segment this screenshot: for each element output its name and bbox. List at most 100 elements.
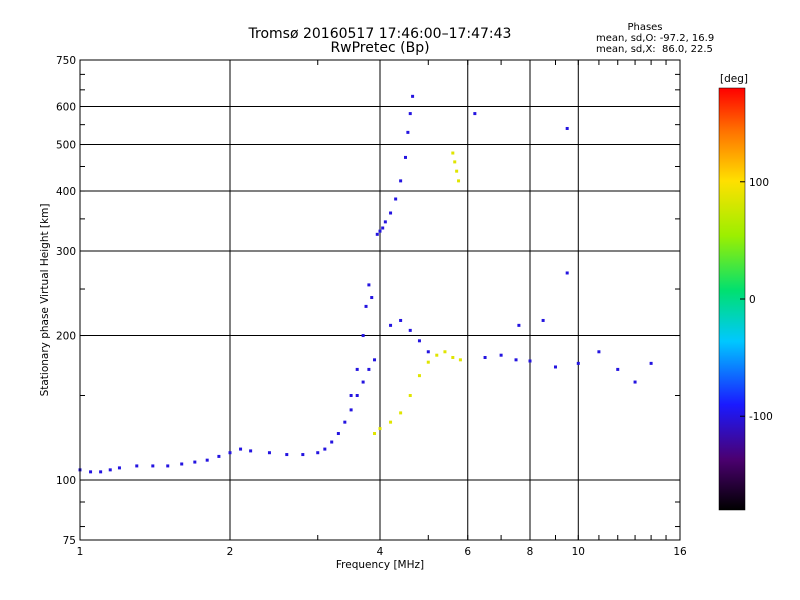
x-tick-label: 1 xyxy=(77,546,84,558)
data-point xyxy=(455,169,459,173)
data-point xyxy=(451,355,455,359)
x-tick-label: 8 xyxy=(527,546,534,558)
x-tick-label: 2 xyxy=(227,546,234,558)
data-point xyxy=(367,367,371,371)
data-point xyxy=(443,350,447,354)
data-point xyxy=(383,220,387,224)
data-point xyxy=(239,447,243,451)
data-point xyxy=(528,359,532,363)
data-point xyxy=(408,328,412,332)
data-point xyxy=(399,411,403,415)
data-point xyxy=(323,447,327,451)
data-point xyxy=(649,361,653,365)
data-point xyxy=(389,420,393,424)
data-points xyxy=(78,94,653,474)
data-point xyxy=(343,420,347,424)
data-point xyxy=(378,427,382,431)
chart-title: Tromsø 20160517 17:46:00–17:47:43 xyxy=(248,26,512,42)
data-point xyxy=(375,232,379,236)
data-point xyxy=(349,408,353,412)
data-point xyxy=(565,271,569,275)
data-point xyxy=(541,318,545,322)
y-tick-label: 500 xyxy=(56,140,76,152)
x-tick-label: 6 xyxy=(464,546,471,558)
data-point xyxy=(499,353,503,357)
phase-stats-o: mean, sd,O: -97.2, 16.9 xyxy=(596,33,715,44)
data-point xyxy=(597,350,601,354)
data-point xyxy=(399,179,403,183)
data-point xyxy=(457,179,461,183)
data-point xyxy=(330,440,334,444)
data-point xyxy=(408,394,412,398)
y-tick-label: 600 xyxy=(56,102,76,114)
data-point xyxy=(180,462,184,466)
data-point xyxy=(426,360,430,364)
colorbar-ticks: 100 0 -100 xyxy=(740,177,773,423)
data-point xyxy=(135,464,139,468)
data-point xyxy=(514,358,518,362)
colorbar-tick-label: 0 xyxy=(749,294,756,306)
data-point xyxy=(403,155,407,159)
data-point xyxy=(151,464,155,468)
colorbar-tick-label: 100 xyxy=(749,177,769,189)
y-tick-label: 750 xyxy=(56,55,76,67)
data-point xyxy=(399,318,403,322)
y-tick-label: 200 xyxy=(56,331,76,343)
data-point xyxy=(381,226,385,230)
data-point xyxy=(426,350,430,354)
data-point xyxy=(217,454,221,458)
data-point xyxy=(193,460,197,464)
data-point xyxy=(576,361,580,365)
grid-lines xyxy=(80,60,680,540)
phase-stats-box: Phases xyxy=(600,22,690,33)
data-point xyxy=(249,449,253,453)
data-point xyxy=(473,112,477,116)
data-point xyxy=(553,365,557,369)
y-tick-label: 75 xyxy=(63,535,76,547)
data-point xyxy=(205,458,209,462)
data-point xyxy=(99,470,103,474)
data-point xyxy=(373,358,377,362)
data-point xyxy=(451,151,455,155)
data-point xyxy=(633,380,637,384)
chart-subtitle: RwPretec (Bp) xyxy=(330,40,430,56)
data-point xyxy=(394,197,398,201)
phase-stats-x: mean, sd,X: 86.0, 22.5 xyxy=(596,44,713,55)
data-point xyxy=(458,358,462,362)
colorbar-unit: [deg] xyxy=(720,73,748,85)
data-point xyxy=(389,323,393,327)
colorbar-tick-label: -100 xyxy=(749,411,773,423)
data-point xyxy=(361,334,365,338)
x-axis-label: Frequency [MHz] xyxy=(336,559,424,571)
axis-ticks: 1 2 4 6 8 10 16 75 100 200 300 400 500 600 750 xyxy=(56,55,687,558)
x-tick-label: 4 xyxy=(377,546,384,558)
data-point xyxy=(417,374,421,378)
data-point xyxy=(108,468,112,472)
data-point xyxy=(417,339,421,343)
data-point xyxy=(408,112,412,116)
data-point xyxy=(364,304,368,308)
y-tick-label: 400 xyxy=(56,186,76,198)
data-point xyxy=(406,130,410,134)
data-point xyxy=(378,229,382,233)
data-point xyxy=(349,394,353,398)
y-tick-label: 300 xyxy=(56,246,76,258)
data-point xyxy=(616,367,620,371)
data-point xyxy=(117,466,121,470)
data-point xyxy=(367,283,371,287)
data-point xyxy=(453,160,457,164)
x-tick-label: 16 xyxy=(673,546,687,558)
x-tick-label: 10 xyxy=(572,546,585,558)
data-point xyxy=(301,453,305,457)
data-point xyxy=(355,394,359,398)
data-point xyxy=(166,464,170,468)
data-point xyxy=(389,211,393,215)
data-point xyxy=(336,432,340,436)
data-point xyxy=(411,94,415,98)
phase-stats-heading: Phases xyxy=(627,22,663,33)
data-point xyxy=(316,451,320,455)
y-axis-label: Stationary phase Virtual Height [km] xyxy=(39,204,51,397)
data-point xyxy=(285,453,289,457)
data-point xyxy=(370,296,374,300)
